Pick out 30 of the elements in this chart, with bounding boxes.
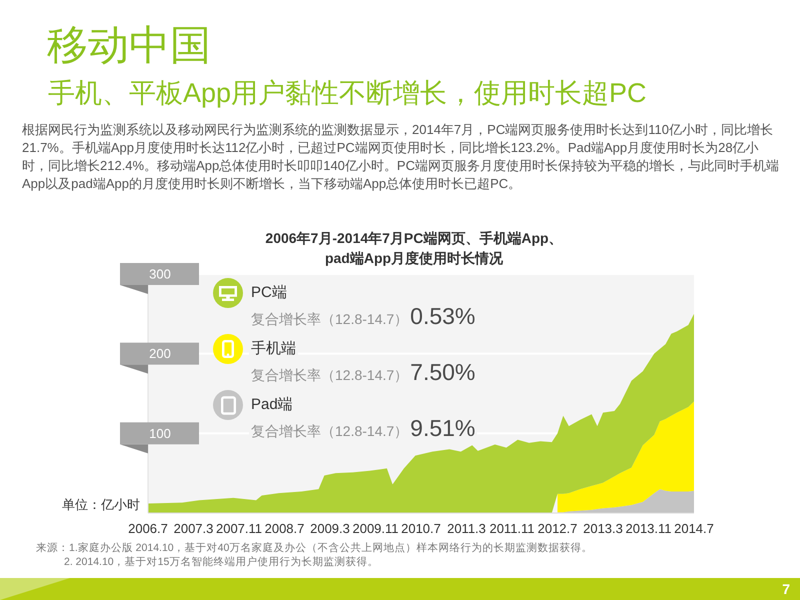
y-axis-title: 单位：亿小时 [62, 497, 140, 512]
x-tick-label: 2010.7 [401, 521, 441, 536]
x-tick-label: 2011.11 [489, 521, 535, 536]
text: 7 [782, 581, 790, 597]
chart-subtitle: 手机、平板App用户黏性不断增长，使用时长超PC [48, 78, 647, 108]
x-tick-label: 2011.3 [447, 521, 486, 536]
legend-label: 手机端 [249, 340, 298, 357]
x-tick-label: 2012.7 [538, 521, 578, 536]
y-tick-label: 200 [149, 346, 171, 362]
x-tick-label: 2007.11 [216, 521, 262, 536]
chart-title: 移动中国 [47, 22, 211, 68]
annotation: 复合增长率（12.8-14.7）7.50% [251, 359, 476, 385]
text: 2006年7月-2014年7月PC端网页、手机端App、pad端App月度使用时长情况 [265, 230, 563, 266]
x-tick-label: 2013.3 [583, 521, 623, 536]
x-tick-label: 2009.3 [310, 521, 350, 536]
text: 根据网民行为监测系统以及移动网民行为监测系统的监测数据显示，2014年7月，PC端网页服务使用时长达到110亿小时，同比增长21.7%。手机端App月度使用时长达112亿小时，已超过PC端网页使用时长，同比增长123.2%。Pad端App月度使用时长为28亿小时，同比增长212.4%。移动端App总体使用时长叩叩140亿小时。PC端网页服务月度使用时长保持较为平稳的增长，与此同时手机端App以及pad端App的月度使用时长则不断增长，当下移动端App总体使用时长已超PC。 [22, 122, 779, 191]
x-tick-label: 2006.7 [128, 521, 168, 536]
annotation: 复合增长率（12.8-14.7）9.51% [251, 415, 476, 441]
x-tick-label: 2008.7 [264, 521, 304, 536]
text: 2. 2014.10，基于对15万名智能终端用户使用行为长期监测获得。 [64, 556, 378, 568]
x-tick-label: 2009.11 [352, 521, 399, 536]
x-tick-label: 2014.7 [674, 521, 714, 536]
annotation: 复合增长率（12.8-14.7）0.53% [251, 303, 476, 329]
source-note: 来源：1.家庭办公版 2014.10，基于对40万名家庭及办公（不含公共上网地点）样本网络行为的长期监测数据获得。 [36, 542, 592, 554]
x-tick-label: 2007.3 [174, 521, 214, 536]
y-tick-label: 100 [149, 426, 171, 441]
x-tick-label: 2013.11 [625, 521, 672, 536]
y-tick-label: 300 [149, 266, 171, 282]
legend-label: Pad端 [249, 396, 295, 413]
legend-label: PC端 [249, 284, 289, 301]
